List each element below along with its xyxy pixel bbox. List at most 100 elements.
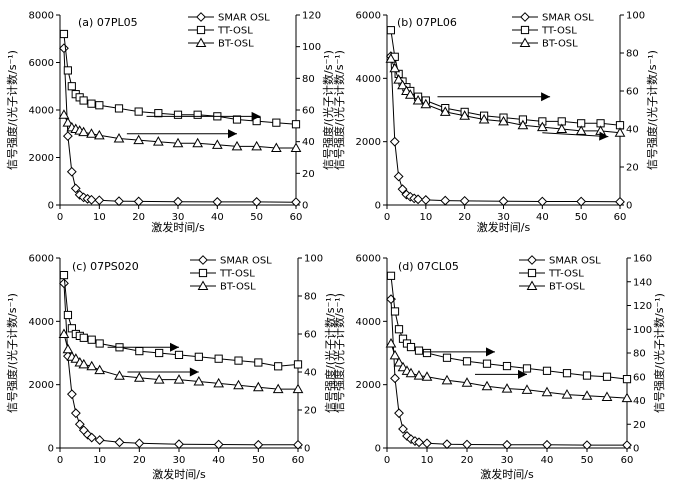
data-point-square [63,310,73,320]
data-point-square [442,353,452,362]
data-point-triangle [86,128,97,138]
x-tick-label: 10 [421,455,434,466]
data-point-triangle [412,94,424,105]
x-axis-label: 激发时间/s [151,220,205,234]
chart-panel-3: 0 10 20 30 40 50 60020004000600002040608010012… [332,254,666,482]
panel-title: (a) 07PL05 [78,16,138,29]
y2-tick-label: 20 [626,163,639,174]
y-tick-label: 6000 [29,58,54,69]
annotation-arrowhead [541,92,551,102]
series-line-diamond [63,283,298,446]
legend-label: BT-OSL [549,282,585,293]
data-point-triangle [113,132,125,143]
legend-marker-triangle [526,280,538,290]
y-tick-label: 0 [375,201,381,212]
y2-tick-label: 20 [633,420,646,431]
y2-tick-label: 160 [633,254,652,265]
data-point-diamond [414,437,424,448]
y-axis-label: 信号强度/(光子计数/s⁻¹) [332,50,346,170]
y-tick-label: 6000 [356,11,381,22]
data-point-triangle [481,380,493,391]
annotation-arrowhead [599,131,609,141]
x-tick-label: 30 [172,212,185,223]
data-point-square [87,335,96,344]
data-point-square [67,82,76,91]
panel-title: (d) 07CL05 [398,260,459,273]
x-tick-label: 30 [501,455,514,466]
y2-tick-label: 0 [304,444,310,455]
legend-label: BT-OSL [542,39,578,50]
y2-tick-label: 20 [302,169,315,180]
y-tick-label: 0 [375,444,381,455]
legend-marker-diamond [198,255,208,265]
legend-label: TT-OSL [219,269,255,280]
data-point-square [193,110,202,119]
chart-panel-2: 0 10 20 30 40 50 600200040006000020406080100激发… [5,254,337,482]
series-line-diamond [390,299,627,446]
y2-axis-label: 信号强度/(光子计数/s⁻¹) [323,293,337,413]
chart-panel-1: 0 10 20 30 40 50 600200040006000020406080100激发… [332,11,659,235]
y2-tick-label: 60 [626,87,639,98]
data-point-diamond [173,196,183,207]
data-point-triangle [405,367,417,378]
data-point-triangle [62,343,74,354]
data-point-diamond [114,196,124,207]
data-point-triangle [114,370,125,380]
data-point-triangle [252,381,264,392]
data-point-square [274,362,283,371]
data-point-triangle [211,139,223,149]
data-point-diamond [440,195,451,206]
data-point-diamond [133,196,144,207]
data-point-triangle [439,106,451,116]
data-point-square [254,358,263,367]
x-tick-label: 40 [541,455,554,466]
data-point-diamond [213,439,224,450]
data-point-triangle [541,386,553,397]
y2-tick-label: 40 [302,137,315,148]
y2-tick-label: 60 [304,330,317,341]
legend-marker-square [520,25,530,35]
x-tick-label: 10 [93,455,106,466]
data-point-triangle [58,328,70,338]
data-point-triangle [78,126,89,137]
series-line-diamond [63,48,297,203]
y2-tick-label: 80 [304,292,317,303]
data-point-triangle [621,392,633,403]
x-tick-label: 60 [292,455,305,466]
y2-tick-label: 0 [633,444,639,455]
legend-label: SMAR OSL [218,13,270,24]
data-point-square [79,96,88,105]
data-point-triangle [521,384,533,394]
annotation-arrowhead [228,129,237,139]
data-point-diamond [394,408,404,419]
y-tick-label: 4000 [356,74,381,85]
data-point-square [386,271,396,280]
data-point-triangle [581,390,593,400]
data-point-diamond [390,373,400,384]
data-point-triangle [272,383,284,394]
data-point-diamond [70,408,81,419]
y2-axis-label: 信号强度/(光子计数/s⁻¹) [645,50,659,170]
data-point-square [422,348,432,358]
data-point-triangle [575,125,587,135]
y-tick-label: 0 [48,201,54,212]
data-point-triangle [385,53,397,63]
y-axis-label: 信号强度/(光子计数/s⁻¹) [5,293,19,413]
data-point-triangle [213,377,225,388]
y2-tick-label: 40 [304,368,317,379]
data-point-square [114,104,124,113]
data-point-diamond [498,196,509,207]
data-point-diamond [134,438,145,449]
data-point-square [394,325,404,334]
data-point-triangle [292,383,304,394]
y-tick-label: 2000 [29,380,54,391]
data-point-triangle [290,142,302,152]
data-point-square [602,372,612,381]
y2-tick-label: 140 [633,277,652,288]
data-point-triangle [561,389,573,399]
data-point-diamond [542,439,552,450]
legend-label: BT-OSL [218,39,254,50]
x-tick-label: 30 [173,455,186,466]
data-point-diamond [422,438,432,449]
x-tick-label: 0 [57,212,63,223]
